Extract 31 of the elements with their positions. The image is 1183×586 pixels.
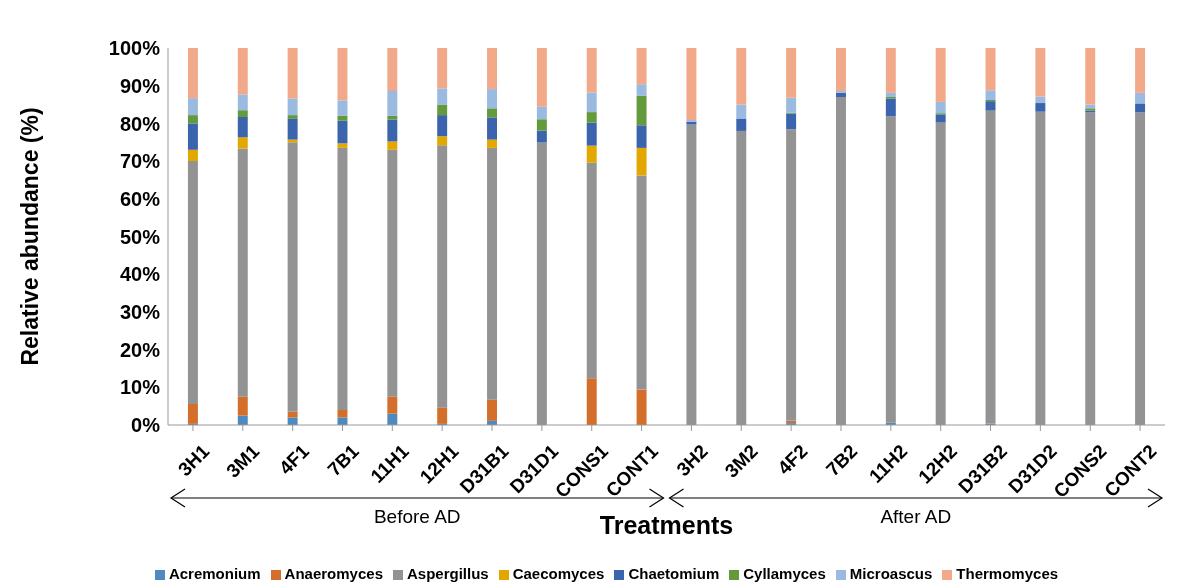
text: After AD bbox=[880, 506, 952, 528]
y-tick-label: 20% bbox=[119, 338, 161, 361]
legend-label: Cyllamyces bbox=[743, 565, 826, 582]
legend-label: Anaeromyces bbox=[284, 565, 383, 582]
x-tick-label: 3M1 bbox=[222, 440, 264, 482]
y-tick-label: 40% bbox=[119, 263, 161, 286]
y-tick-label: 10% bbox=[119, 376, 161, 399]
x-tick-label: 3H2 bbox=[672, 440, 712, 481]
x-tick-label: 3M2 bbox=[720, 440, 762, 482]
y-axis-title: Relative abundance (%) bbox=[17, 107, 44, 366]
y-tick-label: 0% bbox=[131, 414, 161, 437]
legend-label: Acremonium bbox=[168, 565, 261, 582]
y-tick-label: 70% bbox=[119, 150, 161, 173]
legend-label: Thermomyces bbox=[956, 565, 1059, 582]
text: Before AD bbox=[373, 506, 461, 528]
legend-label: Aspergillus bbox=[406, 565, 489, 582]
x-tick-label: 7B1 bbox=[323, 440, 364, 481]
x-tick-label: 4F1 bbox=[275, 440, 314, 479]
x-tick-label: 3H1 bbox=[173, 440, 214, 481]
y-tick-label: 100% bbox=[108, 37, 161, 60]
y-tick-label: 80% bbox=[119, 112, 161, 135]
legend-label: Chaetomium bbox=[628, 565, 720, 582]
x-axis-title: Treatments bbox=[599, 510, 734, 539]
x-tick-label: 4F2 bbox=[773, 440, 812, 479]
x-tick-label: 7B2 bbox=[821, 440, 862, 481]
y-tick-label: 90% bbox=[119, 74, 161, 97]
y-tick-label: 50% bbox=[119, 225, 161, 248]
legend-label: Microascus bbox=[849, 565, 933, 582]
legend-label: Caecomyces bbox=[512, 565, 605, 582]
y-tick-label: 60% bbox=[119, 187, 161, 210]
y-tick-label: 30% bbox=[119, 301, 161, 323]
